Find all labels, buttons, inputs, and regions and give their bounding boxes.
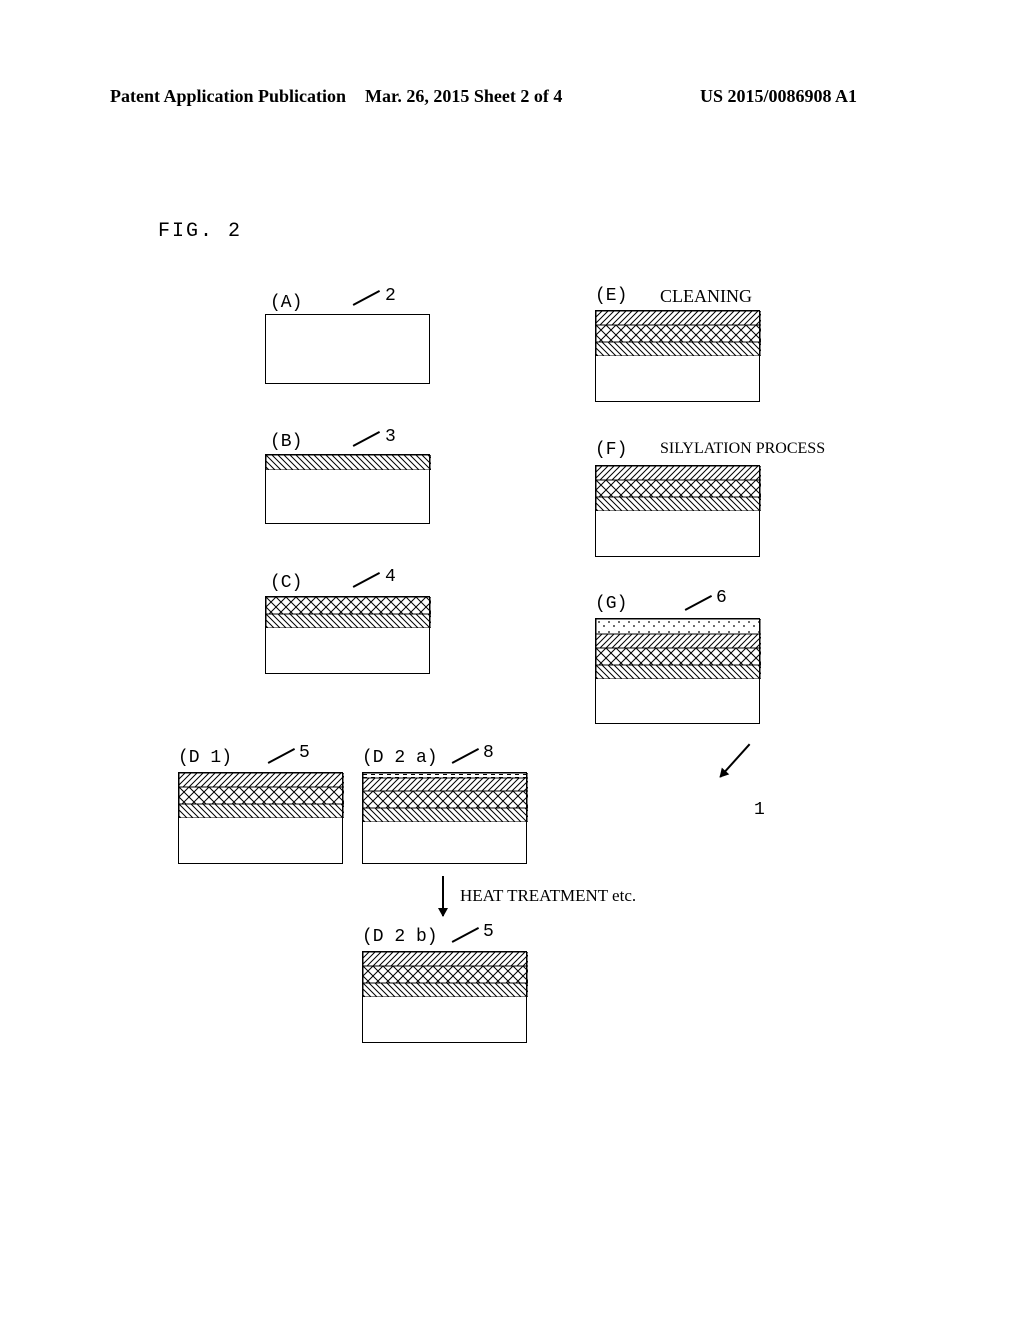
box-d2a — [362, 772, 527, 864]
layer-d2b-top — [363, 952, 528, 966]
layer-d1-hatch — [179, 804, 344, 818]
figure-title: FIG. 2 — [158, 220, 242, 243]
header-right: US 2015/0086908 A1 — [700, 86, 857, 107]
leader-a — [353, 290, 380, 305]
layer-d2b-hatch — [363, 983, 528, 997]
layer-d2b-cross — [363, 966, 528, 983]
arrow-d2a-d2b — [442, 876, 444, 916]
panel-label-b: (B) — [270, 432, 302, 452]
layer-g-hatch — [596, 665, 761, 679]
layer-e-top — [596, 311, 761, 325]
layer-e-cross — [596, 325, 761, 342]
panel-label-d2a: (D 2 a) — [362, 748, 438, 768]
text-e: CLEANING — [660, 286, 752, 307]
leader-d2b — [452, 927, 479, 942]
layer-b-hatch — [266, 455, 431, 470]
box-d1 — [178, 772, 343, 864]
num-c: 4 — [385, 567, 396, 587]
leader-b — [353, 431, 380, 446]
layer-d1-top — [179, 773, 344, 787]
panel-label-f: (F) — [595, 440, 627, 460]
layer-g-dots — [596, 619, 761, 634]
num-a: 2 — [385, 286, 396, 306]
header-center: Mar. 26, 2015 Sheet 2 of 4 — [365, 86, 562, 107]
panel-label-g: (G) — [595, 594, 627, 614]
leader-d1 — [268, 748, 295, 763]
box-d2b — [362, 951, 527, 1043]
num-d2a: 8 — [483, 743, 494, 763]
heat-label: HEAT TREATMENT etc. — [460, 886, 636, 906]
box-a — [265, 314, 430, 384]
layer-g-top — [596, 634, 761, 648]
box-c — [265, 596, 430, 674]
panel-label-d1: (D 1) — [178, 748, 232, 768]
layer-f-cross — [596, 480, 761, 497]
text-f: SILYLATION PROCESS — [660, 440, 825, 458]
panel-label-a: (A) — [270, 293, 302, 313]
num-b: 3 — [385, 427, 396, 447]
panel-label-e: (E) — [595, 286, 627, 306]
num-g-1: 1 — [754, 800, 765, 820]
layer-e-hatch — [596, 342, 761, 356]
box-f — [595, 465, 760, 557]
layer-f-hatch — [596, 497, 761, 511]
header-left: Patent Application Publication — [110, 86, 346, 107]
panel-label-d2b: (D 2 b) — [362, 927, 438, 947]
layer-c-hatch — [266, 614, 431, 628]
box-g — [595, 618, 760, 724]
leader-c — [353, 572, 380, 587]
leader-g — [685, 595, 712, 610]
layer-c-cross — [266, 597, 431, 614]
leader-d2a — [452, 748, 479, 763]
layer-f-top — [596, 466, 761, 480]
num-d2b: 5 — [483, 922, 494, 942]
layer-d2a-top — [363, 778, 528, 791]
layer-d2a-hatch — [363, 808, 528, 822]
layer-d1-cross — [179, 787, 344, 804]
arrow-g-1 — [719, 744, 750, 778]
box-b — [265, 454, 430, 524]
panel-label-c: (C) — [270, 573, 302, 593]
layer-g-cross — [596, 648, 761, 665]
num-g: 6 — [716, 588, 727, 608]
box-e — [595, 310, 760, 402]
layer-d2a-cross — [363, 791, 528, 808]
num-d1: 5 — [299, 743, 310, 763]
